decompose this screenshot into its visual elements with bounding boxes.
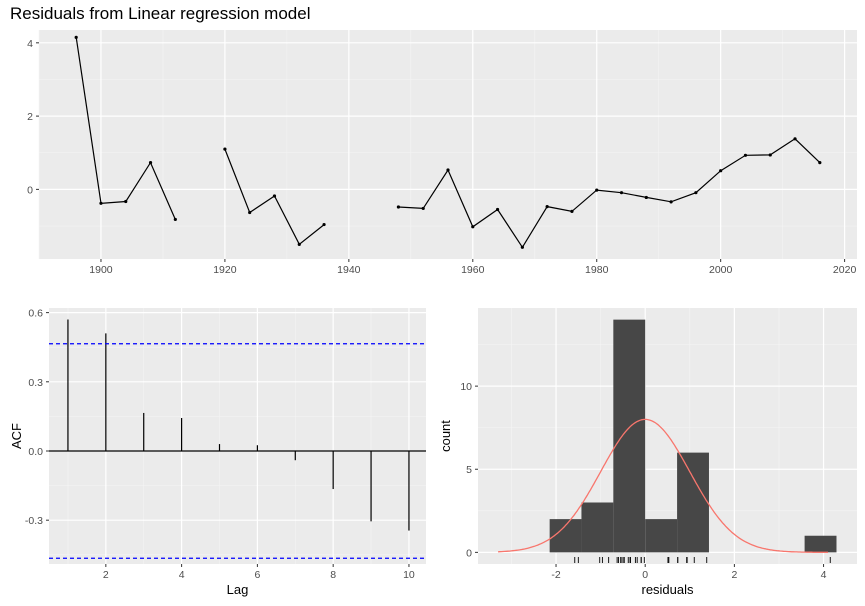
y-tick-label: -0.3 bbox=[25, 515, 43, 527]
y-tick-label: 2 bbox=[27, 111, 33, 123]
x-tick-label: 0 bbox=[642, 569, 648, 581]
x-tick-label: 1940 bbox=[337, 264, 361, 276]
x-axis-label: Lag bbox=[227, 582, 249, 597]
chart-title: Residuals from Linear regression model bbox=[10, 4, 311, 23]
x-tick-label: 1920 bbox=[213, 264, 237, 276]
y-tick-label: 0 bbox=[27, 184, 33, 196]
x-tick-label: 4 bbox=[179, 569, 185, 581]
residual-point bbox=[248, 210, 252, 215]
residual-point bbox=[619, 191, 624, 195]
residual-point bbox=[595, 188, 599, 192]
normal-density-curve bbox=[498, 418, 828, 553]
residual-point bbox=[421, 206, 425, 211]
histogram-bar bbox=[804, 535, 837, 553]
residual-point bbox=[396, 205, 401, 209]
y-tick-label: 0.0 bbox=[28, 446, 43, 458]
x-tick-label: 10 bbox=[403, 569, 415, 581]
y-tick-label: 4 bbox=[27, 38, 33, 50]
x-tick-label: 2020 bbox=[833, 264, 857, 276]
residual-point bbox=[694, 191, 698, 195]
panel-background bbox=[49, 308, 426, 564]
residual-point bbox=[570, 209, 574, 213]
residual-point bbox=[644, 195, 648, 200]
residual-point bbox=[74, 35, 78, 39]
x-axis-label: residuals bbox=[641, 582, 694, 597]
residual-point bbox=[446, 168, 450, 172]
residual-point bbox=[545, 205, 549, 209]
residual-point bbox=[124, 199, 128, 204]
histogram-bar bbox=[677, 452, 709, 553]
y-tick-label: 0 bbox=[466, 547, 472, 559]
residual-point bbox=[669, 200, 673, 204]
y-axis-label: count bbox=[438, 420, 453, 452]
residual-point bbox=[148, 161, 153, 165]
residual-point bbox=[793, 137, 797, 141]
x-tick-label: 1980 bbox=[585, 264, 609, 276]
y-tick-label: 5 bbox=[466, 464, 472, 476]
residual-point bbox=[471, 225, 475, 229]
x-tick-label: 1900 bbox=[89, 264, 113, 276]
y-tick-label: 0.6 bbox=[28, 308, 43, 320]
acf-panel: 2 4 6 8 10 -0.3 0.0 0.3 0.6 Lag ACF bbox=[9, 308, 426, 597]
y-tick-label: 0.3 bbox=[28, 377, 43, 389]
histogram-panel: -2 0 2 4 0 5 10 residuals count bbox=[438, 308, 857, 597]
histogram-bar bbox=[581, 502, 614, 553]
residuals-panel: 1900 1920 1940 1960 1980 2000 2020 0 2 4 bbox=[27, 30, 857, 276]
residual-point bbox=[520, 245, 524, 249]
residual-point bbox=[768, 153, 772, 157]
histogram-bar bbox=[613, 319, 646, 553]
residual-point bbox=[272, 194, 277, 198]
residual-point bbox=[322, 222, 326, 227]
residual-point bbox=[719, 169, 723, 173]
panel-background bbox=[39, 30, 857, 259]
x-tick-label: 2000 bbox=[709, 264, 733, 276]
residual-point bbox=[173, 217, 177, 222]
x-tick-label: 8 bbox=[330, 569, 336, 581]
x-tick-label: 2 bbox=[731, 569, 737, 581]
y-axis-label: ACF bbox=[9, 423, 24, 449]
residual-point bbox=[743, 153, 748, 157]
residual-series-line bbox=[398, 138, 821, 249]
x-tick-label: 6 bbox=[254, 569, 260, 581]
histogram-bar bbox=[645, 519, 678, 553]
residual-point bbox=[99, 201, 103, 205]
y-tick-label: 10 bbox=[460, 381, 472, 393]
residual-point bbox=[297, 242, 301, 246]
x-tick-label: 1960 bbox=[461, 264, 485, 276]
x-tick-label: 2 bbox=[103, 569, 109, 581]
x-tick-label: 4 bbox=[821, 569, 827, 581]
residual-point bbox=[223, 147, 227, 151]
x-tick-label: -2 bbox=[551, 569, 560, 581]
residual-point bbox=[495, 207, 500, 212]
residual-point bbox=[818, 161, 822, 165]
